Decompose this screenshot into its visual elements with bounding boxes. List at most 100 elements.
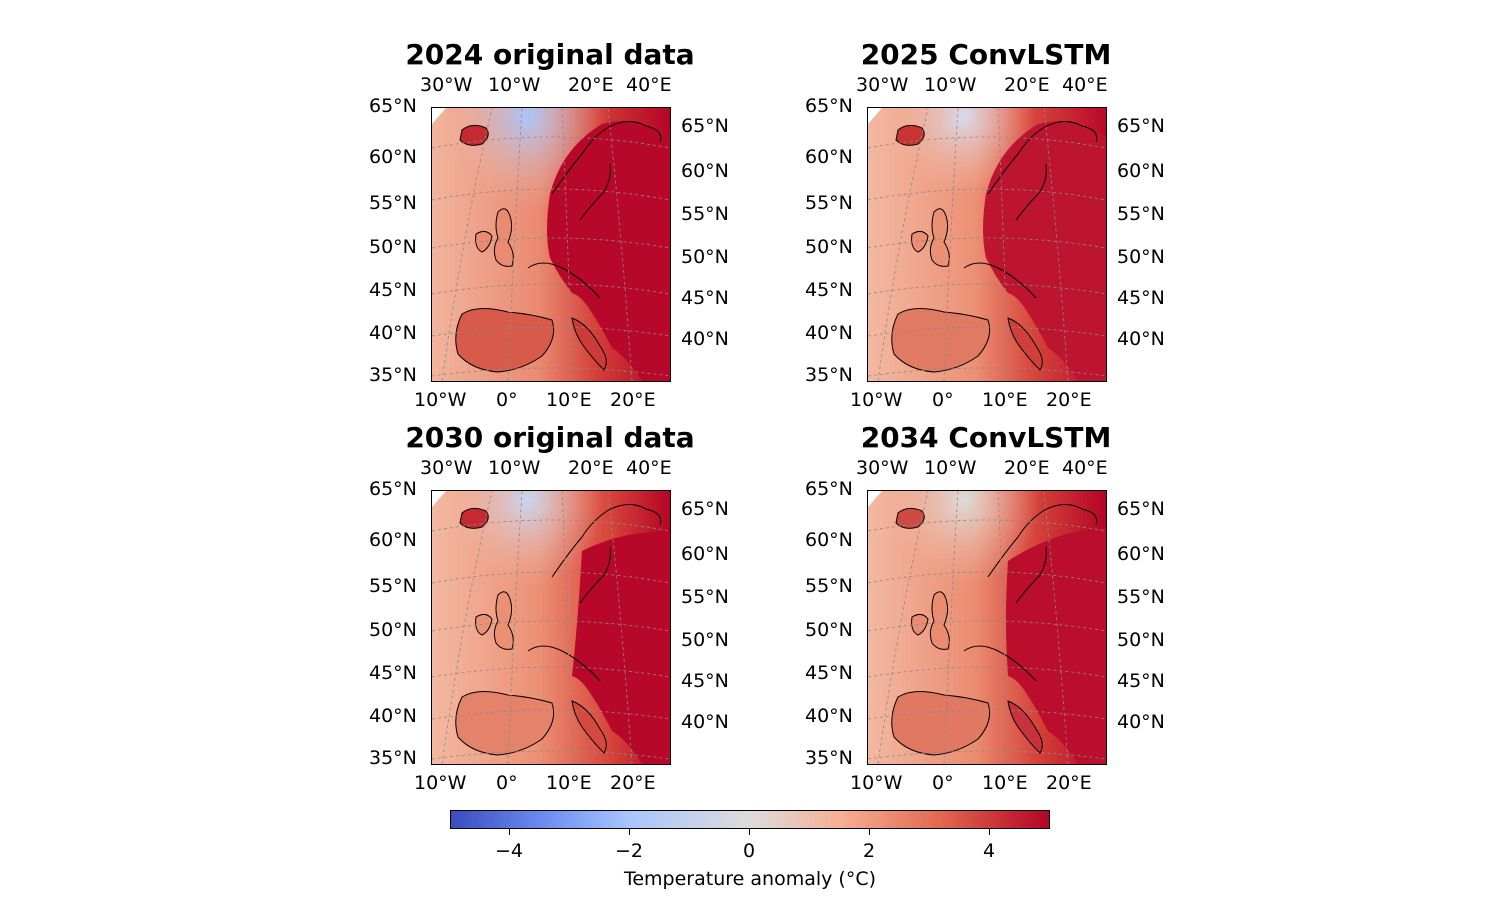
left-lat-label: 35°N bbox=[805, 747, 853, 769]
right-lat-label: 60°N bbox=[681, 160, 729, 182]
left-lat-label: 60°N bbox=[805, 146, 853, 168]
top-lon-label: 10°W bbox=[924, 457, 977, 479]
right-lat-label: 60°N bbox=[681, 543, 729, 565]
right-lat-label: 50°N bbox=[681, 629, 729, 651]
top-lon-label: 30°W bbox=[856, 457, 909, 479]
colorbar-tick bbox=[629, 828, 630, 835]
bottom-lon-label: 10°E bbox=[982, 389, 1028, 411]
right-lat-label: 55°N bbox=[1117, 586, 1165, 608]
right-lat-label: 45°N bbox=[681, 287, 729, 309]
left-lat-label: 65°N bbox=[805, 478, 853, 500]
top-lon-label: 10°W bbox=[488, 457, 541, 479]
bottom-lon-label: 20°E bbox=[610, 772, 656, 794]
left-lat-label: 50°N bbox=[369, 236, 417, 258]
top-lon-label: 40°E bbox=[626, 457, 672, 479]
right-lat-label: 65°N bbox=[681, 115, 729, 137]
top-lon-label: 20°E bbox=[568, 457, 614, 479]
bottom-lon-label: 10°E bbox=[546, 772, 592, 794]
bottom-lon-label: 10°W bbox=[414, 772, 467, 794]
bottom-lon-label: 10°W bbox=[850, 389, 903, 411]
colorbar-tick bbox=[509, 828, 510, 835]
colorbar-label: Temperature anomaly (°C) bbox=[623, 868, 876, 890]
colorbar-tick bbox=[749, 828, 750, 835]
left-lat-label: 65°N bbox=[369, 95, 417, 117]
bottom-lon-label: 20°E bbox=[1046, 772, 1092, 794]
top-lon-label: 30°W bbox=[420, 457, 473, 479]
bottom-lon-label: 10°E bbox=[982, 772, 1028, 794]
right-lat-label: 55°N bbox=[1117, 203, 1165, 225]
left-lat-label: 45°N bbox=[369, 662, 417, 684]
right-lat-label: 65°N bbox=[681, 498, 729, 520]
left-lat-label: 45°N bbox=[805, 662, 853, 684]
left-lat-label: 55°N bbox=[805, 192, 853, 214]
left-lat-label: 35°N bbox=[369, 747, 417, 769]
temperature-map bbox=[432, 491, 670, 764]
bottom-lon-label: 20°E bbox=[610, 389, 656, 411]
left-lat-label: 60°N bbox=[369, 529, 417, 551]
left-lat-label: 40°N bbox=[369, 322, 417, 344]
top-lon-label: 40°E bbox=[626, 74, 672, 96]
right-lat-label: 40°N bbox=[1117, 711, 1165, 733]
left-lat-label: 40°N bbox=[805, 322, 853, 344]
left-lat-label: 50°N bbox=[805, 236, 853, 258]
right-lat-label: 55°N bbox=[681, 203, 729, 225]
right-lat-label: 65°N bbox=[1117, 115, 1165, 137]
colorbar-tick-label: 2 bbox=[862, 840, 876, 862]
right-lat-label: 55°N bbox=[681, 586, 729, 608]
left-lat-label: 65°N bbox=[369, 478, 417, 500]
top-lon-label: 10°W bbox=[488, 74, 541, 96]
map-area bbox=[431, 107, 671, 382]
left-lat-label: 50°N bbox=[805, 619, 853, 641]
bottom-lon-label: 10°W bbox=[850, 772, 903, 794]
top-lon-label: 40°E bbox=[1062, 457, 1108, 479]
panel-title: 2025 ConvLSTM bbox=[860, 38, 1112, 71]
bottom-lon-label: 20°E bbox=[1046, 389, 1092, 411]
colorbar-tick bbox=[989, 828, 990, 835]
right-lat-label: 50°N bbox=[1117, 629, 1165, 651]
left-lat-label: 50°N bbox=[369, 619, 417, 641]
left-lat-label: 45°N bbox=[369, 279, 417, 301]
colorbar-tick bbox=[869, 828, 870, 835]
top-lon-label: 20°E bbox=[1004, 74, 1050, 96]
bottom-lon-label: 0° bbox=[932, 389, 954, 411]
right-lat-label: 40°N bbox=[681, 711, 729, 733]
bottom-lon-label: 0° bbox=[496, 389, 518, 411]
panel-title: 2030 original data bbox=[405, 421, 695, 454]
right-lat-label: 50°N bbox=[681, 246, 729, 268]
bottom-lon-label: 0° bbox=[932, 772, 954, 794]
right-lat-label: 50°N bbox=[1117, 246, 1165, 268]
bottom-lon-label: 10°E bbox=[546, 389, 592, 411]
right-lat-label: 60°N bbox=[1117, 543, 1165, 565]
left-lat-label: 40°N bbox=[805, 705, 853, 727]
temperature-map bbox=[432, 108, 670, 381]
top-lon-label: 10°W bbox=[924, 74, 977, 96]
top-lon-label: 40°E bbox=[1062, 74, 1108, 96]
colorbar-tick-label: 4 bbox=[982, 840, 996, 862]
map-area bbox=[867, 490, 1107, 765]
bottom-lon-label: 0° bbox=[496, 772, 518, 794]
left-lat-label: 60°N bbox=[369, 146, 417, 168]
left-lat-label: 55°N bbox=[805, 575, 853, 597]
top-lon-label: 30°W bbox=[420, 74, 473, 96]
panel-title: 2034 ConvLSTM bbox=[860, 421, 1112, 454]
right-lat-label: 65°N bbox=[1117, 498, 1165, 520]
temperature-map bbox=[868, 491, 1106, 764]
left-lat-label: 35°N bbox=[805, 364, 853, 386]
right-lat-label: 45°N bbox=[681, 670, 729, 692]
left-lat-label: 55°N bbox=[369, 192, 417, 214]
left-lat-label: 55°N bbox=[369, 575, 417, 597]
left-lat-label: 35°N bbox=[369, 364, 417, 386]
bottom-lon-label: 10°W bbox=[414, 389, 467, 411]
map-area bbox=[867, 107, 1107, 382]
colorbar-tick-label: 0 bbox=[742, 840, 756, 862]
right-lat-label: 60°N bbox=[1117, 160, 1165, 182]
top-lon-label: 20°E bbox=[568, 74, 614, 96]
left-lat-label: 40°N bbox=[369, 705, 417, 727]
top-lon-label: 30°W bbox=[856, 74, 909, 96]
right-lat-label: 40°N bbox=[681, 328, 729, 350]
temperature-map bbox=[868, 108, 1106, 381]
colorbar-tick-label: −4 bbox=[494, 840, 523, 862]
top-lon-label: 20°E bbox=[1004, 457, 1050, 479]
left-lat-label: 60°N bbox=[805, 529, 853, 551]
colorbar-tick-label: −2 bbox=[614, 840, 643, 862]
